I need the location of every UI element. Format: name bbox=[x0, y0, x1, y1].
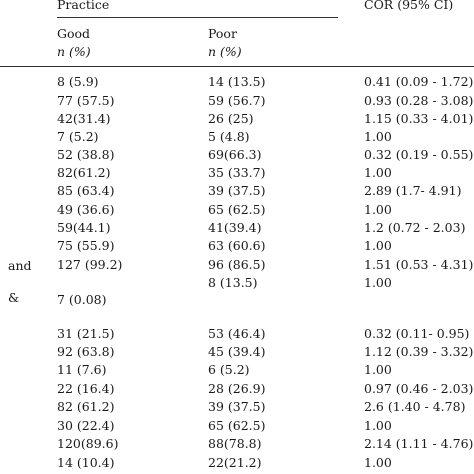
table-cell-cor: 2.6 (1.40 - 4.78) bbox=[364, 399, 466, 414]
table-cell-poor: 65 (62.5) bbox=[208, 418, 266, 433]
table-cell-good: 59(44.1) bbox=[57, 220, 111, 235]
table-cell-poor: 88(78.8) bbox=[208, 436, 262, 451]
table-cell-poor: 65 (62.5) bbox=[208, 202, 266, 217]
table-cell-poor: 35 (33.7) bbox=[208, 165, 266, 180]
header-cor: COR (95% CI) bbox=[364, 0, 454, 12]
table-cell-good: 120(89.6) bbox=[57, 436, 119, 451]
table-cell-poor: 39 (37.5) bbox=[208, 399, 266, 414]
table-cell-cor: 1.00 bbox=[364, 455, 392, 470]
table-cell-good: 14 (10.4) bbox=[57, 455, 115, 470]
table-cell-poor: 45 (39.4) bbox=[208, 344, 266, 359]
table-cell-cor: 1.00 bbox=[364, 275, 392, 290]
table-cell-cor: 0.32 (0.19 - 0.55) bbox=[364, 147, 474, 162]
table-cell-good: 30 (22.4) bbox=[57, 418, 115, 433]
table-cell-good: 75 (55.9) bbox=[57, 238, 115, 253]
table-cell-cor: 0.32 (0.11- 0.95) bbox=[364, 326, 470, 341]
table-cell-cor: 1.00 bbox=[364, 238, 392, 253]
table-cell-good: 82 (61.2) bbox=[57, 399, 115, 414]
row-stub-amp: & bbox=[8, 290, 20, 305]
table-cell-good: 77 (57.5) bbox=[57, 93, 115, 108]
header-practice-rule bbox=[57, 17, 338, 18]
table-cell-cor: 0.93 (0.28 - 3.08) bbox=[364, 93, 474, 108]
table-cell-good: 42(31.4) bbox=[57, 111, 111, 126]
table-cell-cor: 0.97 (0.46 - 2.03) bbox=[364, 381, 474, 396]
table-cell-cor: 1.15 (0.33 - 4.01) bbox=[364, 111, 474, 126]
table-cell-cor: 0.41 (0.09 - 1.72) bbox=[364, 74, 474, 89]
table-cell-poor: 53 (46.4) bbox=[208, 326, 266, 341]
table-cell-cor: 1.00 bbox=[364, 202, 392, 217]
header-good-unit: n (%) bbox=[57, 44, 91, 59]
table-cell-good: 85 (63.4) bbox=[57, 183, 115, 198]
table-cell-poor: 63 (60.6) bbox=[208, 238, 266, 253]
table-cell-poor: 26 (25) bbox=[208, 111, 254, 126]
header-bottom-rule bbox=[0, 66, 474, 67]
table-cell-good: 8 (5.9) bbox=[57, 74, 99, 89]
header-good: Good bbox=[57, 26, 91, 41]
table-cell-poor: 69(66.3) bbox=[208, 147, 262, 162]
table-cell-good: 52 (38.8) bbox=[57, 147, 115, 162]
table-cell-good: 92 (63.8) bbox=[57, 344, 115, 359]
table-cell-poor: 8 (13.5) bbox=[208, 275, 258, 290]
table-cell-cor: 1.2 (0.72 - 2.03) bbox=[364, 220, 466, 235]
table-cell-poor: 6 (5.2) bbox=[208, 362, 250, 377]
table-cell-cor: 2.14 (1.11 - 4.76) bbox=[364, 436, 474, 451]
table-cell-cor: 1.51 (0.53 - 4.31) bbox=[364, 257, 474, 272]
table-cell-poor: 5 (4.8) bbox=[208, 129, 250, 144]
table-cell-good: 22 (16.4) bbox=[57, 381, 115, 396]
row-stub-and: and bbox=[8, 258, 32, 273]
table-cell-good: 11 (7.6) bbox=[57, 362, 107, 377]
table-cell-poor: 41(39.4) bbox=[208, 220, 262, 235]
table-cell-cor: 1.00 bbox=[364, 165, 392, 180]
table-cell-cor: 2.89 (1.7- 4.91) bbox=[364, 183, 462, 198]
table-cell-good: 49 (36.6) bbox=[57, 202, 115, 217]
table-cell-poor: 59 (56.7) bbox=[208, 93, 266, 108]
table-cell-good: 127 (99.2) bbox=[57, 257, 123, 272]
table-cell-good: 82(61.2) bbox=[57, 165, 111, 180]
table-cell-poor: 96 (86.5) bbox=[208, 257, 266, 272]
table-cell-cor: 1.00 bbox=[364, 418, 392, 433]
table-cell-good: 7 (5.2) bbox=[57, 129, 99, 144]
header-poor: Poor bbox=[208, 26, 237, 41]
header-practice: Practice bbox=[57, 0, 110, 12]
table-cell-cor: 1.12 (0.39 - 3.32) bbox=[364, 344, 474, 359]
table-cell-good: 7 (0.08) bbox=[57, 292, 107, 307]
table-cell-cor: 1.00 bbox=[364, 362, 392, 377]
table-cell-cor: 1.00 bbox=[364, 129, 392, 144]
table-cell-good: 31 (21.5) bbox=[57, 326, 115, 341]
header-poor-unit: n (%) bbox=[208, 44, 242, 59]
table-cell-poor: 39 (37.5) bbox=[208, 183, 266, 198]
table-cell-poor: 28 (26.9) bbox=[208, 381, 266, 396]
table-cell-poor: 22(21.2) bbox=[208, 455, 262, 470]
table-cell-poor: 14 (13.5) bbox=[208, 74, 266, 89]
